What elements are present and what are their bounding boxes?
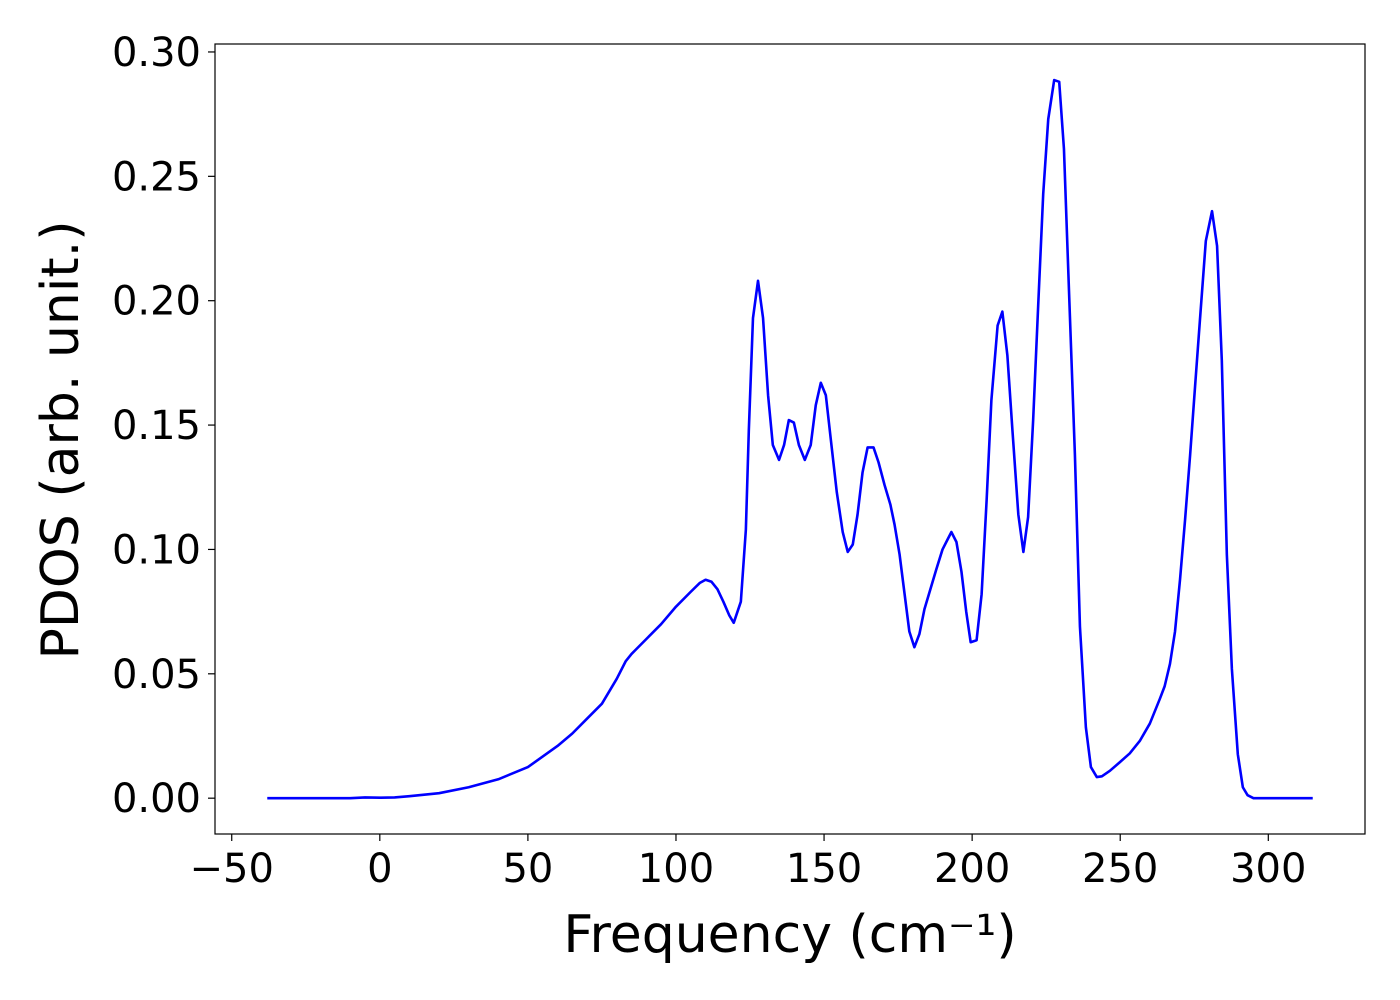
x-tick-label: 200	[934, 846, 1010, 892]
y-axis-label: PDOS (arb. unit.)	[31, 220, 91, 659]
x-tick-label: 300	[1230, 846, 1306, 892]
plot-frame	[214, 43, 1366, 835]
y-tick-label: 0.15	[112, 403, 201, 449]
x-tick-label: −50	[190, 846, 274, 892]
x-tick-label: 50	[502, 846, 553, 892]
x-tick-label: 100	[638, 846, 714, 892]
data-line	[267, 78, 1313, 800]
x-axis-label: Frequency (cm⁻¹)	[563, 905, 1016, 965]
y-tick-label: 0.10	[112, 527, 201, 573]
y-tick-label: 0.00	[112, 776, 201, 822]
x-tick-label: 150	[786, 846, 862, 892]
y-tick-label: 0.05	[112, 652, 201, 698]
y-tick-label: 0.30	[112, 30, 201, 76]
y-tick-label: 0.20	[112, 279, 201, 325]
x-tick-label: 0	[367, 846, 392, 892]
x-tick-label: 250	[1082, 846, 1158, 892]
y-tick-label: 0.25	[112, 154, 201, 200]
